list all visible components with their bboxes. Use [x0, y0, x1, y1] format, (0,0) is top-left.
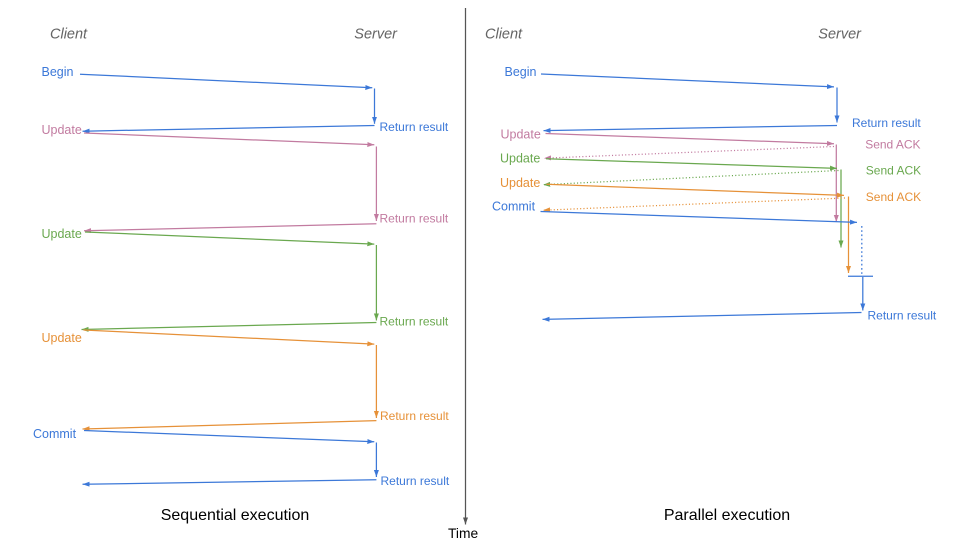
svg-text:Return result: Return result: [852, 116, 921, 130]
svg-text:Sequential execution: Sequential execution: [161, 507, 310, 524]
svg-text:Client: Client: [50, 27, 88, 43]
svg-text:Update: Update: [42, 227, 82, 241]
svg-text:Begin: Begin: [42, 65, 74, 79]
svg-text:Begin: Begin: [505, 65, 537, 79]
svg-text:Return result: Return result: [380, 409, 449, 423]
svg-text:Return result: Return result: [381, 474, 450, 488]
svg-text:Return result: Return result: [380, 315, 449, 329]
svg-text:Client: Client: [485, 27, 523, 43]
svg-text:Server: Server: [818, 27, 862, 43]
svg-text:Return result: Return result: [868, 308, 937, 322]
svg-text:Commit: Commit: [33, 427, 77, 441]
svg-text:Update: Update: [42, 331, 82, 345]
svg-text:Update: Update: [42, 123, 82, 137]
svg-text:Return result: Return result: [380, 211, 449, 225]
svg-text:Send ACK: Send ACK: [866, 164, 921, 178]
svg-text:Update: Update: [500, 176, 540, 190]
svg-text:Update: Update: [500, 152, 540, 166]
svg-text:Return result: Return result: [380, 120, 449, 134]
svg-text:Parallel execution: Parallel execution: [664, 507, 790, 524]
svg-text:Time: Time: [448, 526, 478, 540]
svg-text:Send ACK: Send ACK: [865, 138, 920, 152]
svg-text:Send ACK: Send ACK: [866, 190, 921, 204]
svg-text:Update: Update: [501, 128, 541, 142]
svg-text:Commit: Commit: [492, 200, 536, 214]
svg-text:Server: Server: [354, 27, 398, 43]
